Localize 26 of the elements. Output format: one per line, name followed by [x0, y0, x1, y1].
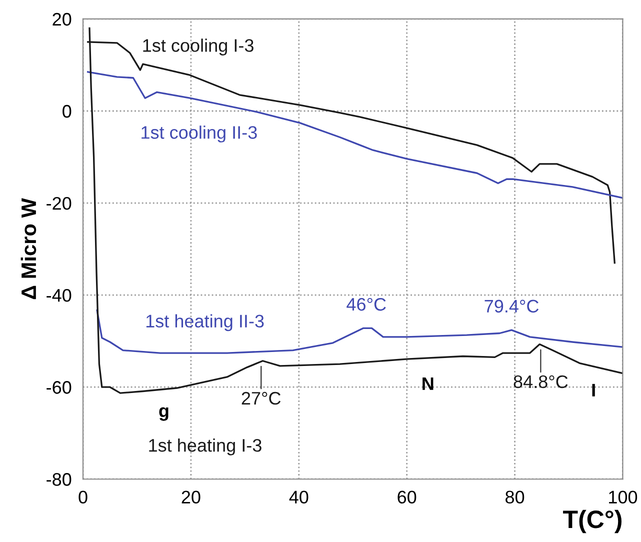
annotation: 84.8°C: [514, 375, 568, 388]
annotation: 46°C: [346, 298, 386, 311]
series-label: 1st heating II-3: [146, 314, 264, 332]
annotation: 79.4°C: [484, 300, 539, 313]
y-tick-label: -80: [46, 473, 72, 486]
x-tick-label: 100: [609, 490, 638, 504]
y-tick-label: 0: [62, 104, 72, 118]
x-tick-label: 80: [506, 490, 524, 504]
x-tick-label: 0: [78, 490, 88, 504]
line-series: [87, 71, 623, 199]
annotation: 27°C: [242, 392, 281, 405]
y-axis-title: Δ Micro W: [20, 198, 36, 300]
x-tick-label: 60: [398, 490, 416, 504]
series-label: 1st cooling II-3: [142, 126, 257, 142]
x-tick-label: 20: [182, 490, 200, 504]
y-tick-label: -60: [46, 381, 72, 394]
annotation: N: [422, 378, 434, 390]
series-label: 1st cooling I-3: [143, 38, 254, 56]
text: 1st heating I-3: [149, 438, 262, 456]
y-tick-label: 20: [52, 12, 72, 26]
annotation: g: [159, 407, 168, 421]
y-tick-label: -20: [46, 196, 72, 210]
y-tick-label: -40: [46, 289, 72, 302]
x-axis-title: T(C°): [563, 510, 622, 534]
annotation: I: [592, 384, 595, 396]
x-tick-label: 40: [289, 490, 308, 504]
